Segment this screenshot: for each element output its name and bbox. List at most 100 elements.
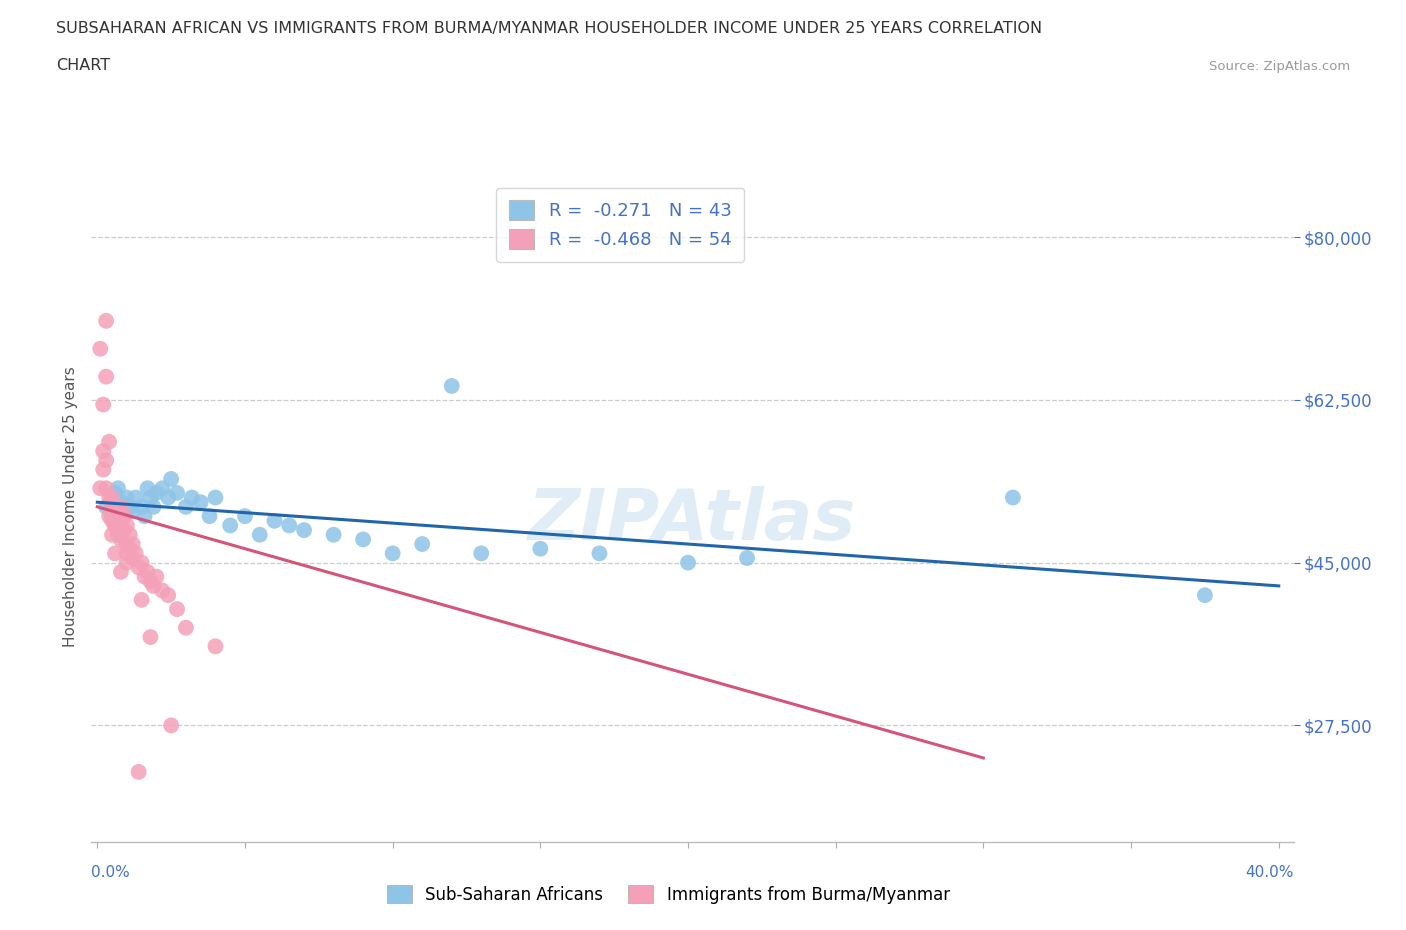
Point (104, 509, 127, 524)
Point (180, 490, 202, 505)
Point (96, 313, 118, 328)
Point (529, 541, 551, 556)
Point (112, 523, 135, 538)
Point (136, 481, 159, 496)
Point (96, 453, 118, 468)
Point (174, 620, 197, 635)
Point (142, 499, 165, 514)
Point (112, 509, 135, 524)
Point (166, 485, 188, 500)
Point (91, 462, 114, 477)
Point (131, 555, 153, 570)
Point (136, 565, 159, 579)
Point (107, 527, 129, 542)
Point (101, 527, 124, 542)
Point (96, 369, 118, 384)
Point (104, 518, 127, 533)
Legend: R =  -0.271   N = 43, R =  -0.468   N = 54: R = -0.271 N = 43, R = -0.468 N = 54 (496, 188, 744, 262)
Point (107, 481, 129, 496)
Point (160, 472, 183, 486)
Point (121, 537, 143, 551)
Point (121, 551, 143, 565)
Point (676, 555, 699, 570)
Point (96, 499, 118, 514)
Point (735, 551, 758, 565)
Point (263, 513, 285, 528)
Point (150, 481, 173, 496)
Point (91, 397, 114, 412)
Point (112, 509, 135, 524)
Point (125, 546, 148, 561)
Point (101, 499, 124, 514)
Point (219, 518, 242, 533)
Point (292, 523, 315, 538)
Point (101, 509, 124, 524)
Point (470, 546, 492, 561)
Point (125, 490, 148, 505)
Point (160, 718, 183, 733)
Point (107, 518, 129, 533)
Point (128, 560, 150, 575)
Point (118, 527, 141, 542)
Point (588, 546, 610, 561)
Text: 0.0%: 0.0% (91, 865, 131, 880)
Point (96, 481, 118, 496)
Point (139, 490, 162, 505)
Point (440, 379, 463, 393)
Point (98, 490, 121, 505)
Point (115, 546, 138, 561)
Point (89, 341, 111, 356)
Point (157, 588, 180, 603)
Point (110, 565, 132, 579)
Point (233, 509, 256, 524)
Point (322, 527, 344, 542)
Point (157, 490, 180, 505)
Point (101, 490, 124, 505)
Point (411, 537, 433, 551)
Point (204, 490, 226, 505)
Point (118, 499, 141, 514)
Point (198, 509, 221, 524)
Point (150, 583, 173, 598)
Point (89, 481, 111, 496)
Point (145, 485, 167, 500)
Point (1001, 490, 1024, 505)
Point (104, 485, 127, 500)
Point (104, 499, 127, 514)
Point (110, 532, 132, 547)
Point (91, 444, 114, 458)
Point (249, 527, 271, 542)
Text: 40.0%: 40.0% (1246, 865, 1294, 880)
Point (174, 499, 197, 514)
Text: SUBSAHARAN AFRICAN VS IMMIGRANTS FROM BURMA/MYANMAR HOUSEHOLDER INCOME UNDER 25 : SUBSAHARAN AFRICAN VS IMMIGRANTS FROM BU… (56, 20, 1042, 35)
Point (115, 490, 138, 505)
Point (110, 513, 132, 528)
Text: Source: ZipAtlas.com: Source: ZipAtlas.com (1209, 60, 1350, 73)
Point (101, 513, 124, 528)
Point (115, 518, 138, 533)
Text: CHART: CHART (56, 58, 110, 73)
Point (98, 509, 121, 524)
Point (128, 764, 150, 779)
Point (139, 630, 162, 644)
Point (115, 537, 138, 551)
Point (131, 592, 153, 607)
Point (139, 574, 162, 589)
Point (115, 555, 138, 570)
Point (107, 504, 129, 519)
Point (134, 509, 156, 524)
Point (381, 546, 404, 561)
Text: ZIPAtlas: ZIPAtlas (529, 485, 856, 554)
Point (118, 541, 141, 556)
Point (134, 569, 156, 584)
Point (121, 504, 143, 519)
Y-axis label: Householder Income Under 25 years: Householder Income Under 25 years (62, 366, 77, 647)
Point (110, 495, 132, 510)
Point (131, 499, 153, 514)
Point (352, 532, 374, 547)
Point (98, 434, 121, 449)
Point (190, 495, 212, 510)
Point (204, 639, 226, 654)
Point (104, 546, 127, 561)
Point (1194, 588, 1216, 603)
